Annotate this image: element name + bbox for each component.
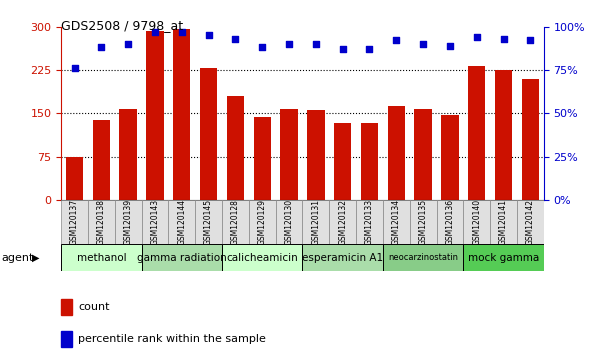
Text: GSM120137: GSM120137 bbox=[70, 199, 79, 245]
Bar bbox=[195, 200, 222, 244]
Text: GSM120128: GSM120128 bbox=[231, 199, 240, 245]
Text: neocarzinostatin: neocarzinostatin bbox=[388, 253, 458, 262]
Text: gamma radiation: gamma radiation bbox=[137, 252, 227, 263]
Point bbox=[230, 36, 240, 41]
Bar bbox=[276, 200, 302, 244]
Point bbox=[365, 46, 375, 52]
Text: GSM120130: GSM120130 bbox=[285, 199, 293, 245]
Bar bbox=[387, 106, 405, 200]
Text: GSM120145: GSM120145 bbox=[204, 199, 213, 245]
Text: GSM120138: GSM120138 bbox=[97, 199, 106, 245]
Text: GSM120131: GSM120131 bbox=[312, 199, 320, 245]
Bar bbox=[119, 109, 137, 200]
Bar bbox=[410, 200, 436, 244]
Bar bbox=[360, 123, 378, 200]
Point bbox=[177, 29, 187, 35]
Bar bbox=[329, 200, 356, 244]
Bar bbox=[66, 156, 83, 200]
Text: GSM120135: GSM120135 bbox=[419, 199, 428, 245]
Bar bbox=[441, 115, 459, 200]
Bar bbox=[249, 200, 276, 244]
Point bbox=[203, 32, 213, 38]
Point bbox=[418, 41, 428, 47]
Point bbox=[525, 38, 535, 43]
Bar bbox=[142, 244, 222, 271]
Bar bbox=[522, 79, 539, 200]
Text: GSM120136: GSM120136 bbox=[445, 199, 455, 245]
Text: GSM120143: GSM120143 bbox=[150, 199, 159, 245]
Text: calicheamicin: calicheamicin bbox=[226, 252, 298, 263]
Bar bbox=[61, 244, 142, 271]
Bar bbox=[436, 200, 463, 244]
Text: methanol: methanol bbox=[76, 252, 126, 263]
Point bbox=[97, 45, 106, 50]
Point bbox=[338, 46, 348, 52]
Bar bbox=[463, 244, 544, 271]
Bar bbox=[468, 66, 486, 200]
Point bbox=[257, 45, 267, 50]
Bar bbox=[146, 30, 164, 200]
Bar bbox=[169, 200, 195, 244]
Bar bbox=[517, 200, 544, 244]
Bar bbox=[414, 109, 432, 200]
Bar bbox=[495, 70, 512, 200]
Bar bbox=[356, 200, 383, 244]
Bar bbox=[222, 244, 302, 271]
Text: esperamicin A1: esperamicin A1 bbox=[302, 252, 383, 263]
Text: GSM120132: GSM120132 bbox=[338, 199, 347, 245]
Text: GSM120142: GSM120142 bbox=[526, 199, 535, 245]
Bar bbox=[93, 120, 110, 200]
Bar bbox=[115, 200, 142, 244]
Text: GSM120134: GSM120134 bbox=[392, 199, 401, 245]
Text: GSM120129: GSM120129 bbox=[258, 199, 267, 245]
Text: GSM120144: GSM120144 bbox=[177, 199, 186, 245]
Point bbox=[445, 43, 455, 48]
Point bbox=[311, 41, 321, 47]
Bar bbox=[88, 200, 115, 244]
Bar bbox=[280, 109, 298, 200]
Bar bbox=[302, 200, 329, 244]
Point bbox=[392, 38, 401, 43]
Point bbox=[70, 65, 79, 71]
Text: GSM120141: GSM120141 bbox=[499, 199, 508, 245]
Text: GDS2508 / 9798_at: GDS2508 / 9798_at bbox=[61, 19, 183, 33]
Bar bbox=[307, 110, 324, 200]
Bar bbox=[383, 200, 410, 244]
Bar bbox=[254, 117, 271, 200]
Bar bbox=[463, 200, 490, 244]
Text: percentile rank within the sample: percentile rank within the sample bbox=[78, 334, 266, 344]
Point bbox=[499, 36, 508, 41]
Text: GSM120139: GSM120139 bbox=[123, 199, 133, 245]
Bar bbox=[383, 244, 463, 271]
Bar bbox=[200, 68, 218, 200]
Text: count: count bbox=[78, 302, 110, 312]
Text: GSM120140: GSM120140 bbox=[472, 199, 481, 245]
Bar bbox=[61, 200, 88, 244]
Bar bbox=[173, 29, 191, 200]
Text: mock gamma: mock gamma bbox=[468, 252, 539, 263]
Bar bbox=[142, 200, 169, 244]
Bar bbox=[222, 200, 249, 244]
Point bbox=[123, 41, 133, 47]
Bar bbox=[490, 200, 517, 244]
Text: agent: agent bbox=[1, 252, 34, 263]
Point bbox=[284, 41, 294, 47]
Bar bbox=[227, 96, 244, 200]
Bar bbox=[302, 244, 383, 271]
Point bbox=[150, 29, 160, 35]
Text: GSM120133: GSM120133 bbox=[365, 199, 374, 245]
Bar bbox=[334, 123, 351, 200]
Point bbox=[472, 34, 481, 40]
Text: ▶: ▶ bbox=[32, 252, 39, 263]
